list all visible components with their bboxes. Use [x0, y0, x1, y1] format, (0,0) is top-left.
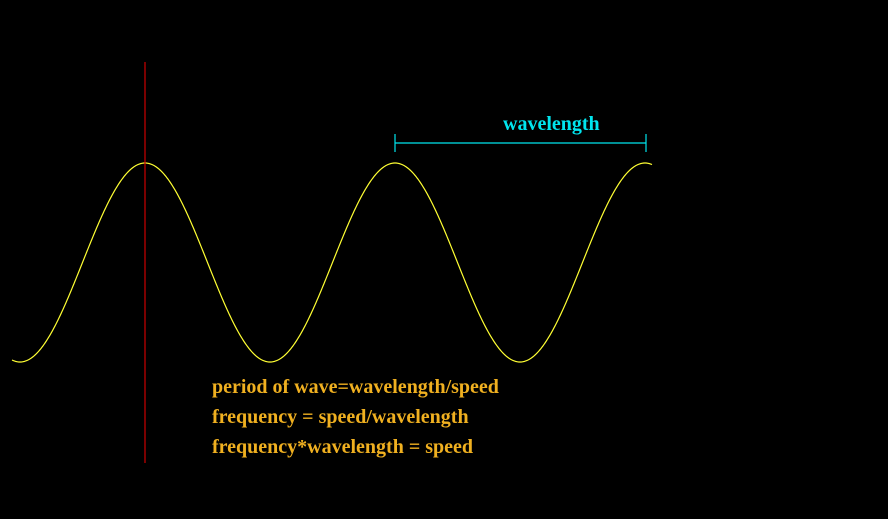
sine-wave	[11, 162, 653, 363]
formula-frequency: frequency = speed/wavelength	[212, 406, 469, 428]
wavelength-bracket	[394, 134, 647, 152]
wavelength-label: wavelength	[503, 113, 600, 135]
formula-block: period of wave=wavelength/speed frequenc…	[212, 372, 499, 462]
formula-speed: frequency*wavelength = speed	[212, 436, 474, 458]
formula-period: period of wave=wavelength/speed	[212, 376, 499, 398]
